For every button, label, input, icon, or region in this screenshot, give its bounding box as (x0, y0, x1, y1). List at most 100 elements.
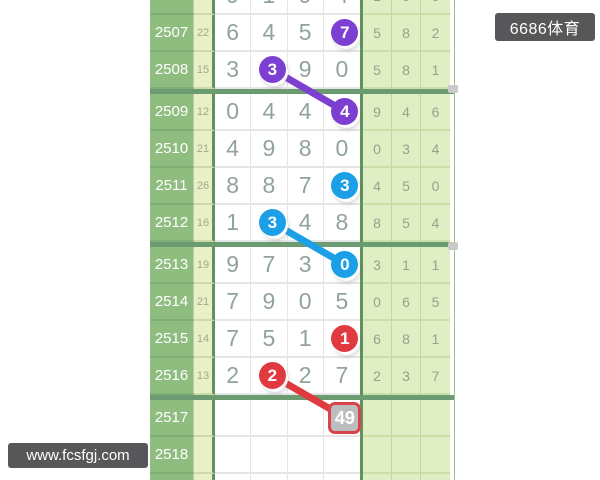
digit-cell: 0 (215, 94, 252, 131)
digit-cell: 9 (215, 247, 252, 284)
digit-cell: 4 (251, 15, 288, 52)
tail-cell (421, 400, 450, 437)
period-cell (150, 474, 194, 480)
count-cell: 22 (194, 15, 215, 52)
digit-cell: 0 (323, 52, 360, 89)
blue-mark-circle: 3 (258, 209, 286, 236)
watermark-badge: www.fcsfgj.com (8, 443, 148, 468)
scrollbar-fragment[interactable] (448, 85, 458, 93)
digit-cell (287, 474, 324, 480)
digit-cell: 4 (215, 131, 252, 168)
tail-cell: 8 (392, 52, 421, 89)
table-row: 2511 26 8 8 7 4 5 0 (150, 168, 454, 205)
digit-cell: 6 (215, 15, 252, 52)
tail-cell (421, 474, 450, 480)
tail-cell: 1 (392, 247, 421, 284)
period-cell: 2517 (150, 400, 194, 437)
digit-cell: 3 (215, 52, 252, 89)
tail-cell: 6 (363, 321, 392, 358)
scrollbar-fragment[interactable] (448, 242, 458, 250)
digit-cell: 4 (323, 0, 360, 15)
digit-cell: 8 (287, 131, 324, 168)
highlight-box: 49 (328, 401, 362, 434)
period-cell: 2510 (150, 131, 194, 168)
period-cell: 2514 (150, 284, 194, 321)
count-cell: 15 (194, 52, 215, 89)
tail-cell (363, 400, 392, 437)
digit-cell: 7 (323, 358, 360, 395)
digit-cell: 7 (287, 168, 324, 205)
count-cell: 13 (194, 358, 215, 395)
table-row: 2510 21 4 9 8 0 0 3 4 (150, 131, 454, 168)
tail-digits (363, 437, 450, 474)
table-row: 2506269194183 (150, 0, 454, 15)
digit-cell: 8 (215, 168, 252, 205)
digit-cell (287, 400, 324, 437)
digit-cell: 1 (251, 0, 288, 15)
digit-cell: 9 (287, 52, 324, 89)
digit-cell: 1 (215, 205, 252, 242)
main-digits (215, 437, 363, 474)
table-row: 2514 21 7 9 0 5 0 6 5 (150, 284, 454, 321)
tail-cell: 4 (421, 205, 450, 242)
period-cell: 2511 (150, 168, 194, 205)
tail-cell: 5 (392, 168, 421, 205)
trend-table: 2506269194183250722645582250815390581250… (150, 0, 455, 480)
digit-cell: 9 (251, 284, 288, 321)
tail-cell: 6 (392, 284, 421, 321)
purple-mark-circle: 3 (258, 56, 286, 83)
table-row: 2508 15 3 9 0 5 8 1 (150, 52, 454, 89)
tail-cell: 4 (363, 168, 392, 205)
tail-cell: 7 (421, 358, 450, 395)
table-row (150, 474, 454, 480)
period-cell: 2513 (150, 247, 194, 284)
digit-cell: 2 (215, 358, 252, 395)
digit-cell: 7 (215, 321, 252, 358)
digit-cell: 5 (323, 284, 360, 321)
tail-cell: 5 (363, 15, 392, 52)
tail-cell (392, 400, 421, 437)
tail-cell (363, 437, 392, 474)
period-cell: 2508 (150, 52, 194, 89)
tail-cell: 1 (363, 0, 392, 15)
purple-mark-circle: 7 (331, 19, 359, 46)
blue-mark-circle: 3 (331, 172, 359, 199)
tail-cell: 0 (421, 168, 450, 205)
digit-cell: 0 (323, 131, 360, 168)
period-cell: 2509 (150, 94, 194, 131)
tail-cell: 5 (363, 52, 392, 89)
digit-cell: 9 (251, 131, 288, 168)
tail-cell (392, 437, 421, 474)
digit-cell (215, 437, 252, 474)
count-cell (194, 437, 215, 474)
period-cell: 2512 (150, 205, 194, 242)
tail-cell: 3 (392, 131, 421, 168)
tail-cell: 1 (421, 52, 450, 89)
digit-cell (215, 400, 252, 437)
digit-cell: 7 (251, 247, 288, 284)
tail-cell: 5 (392, 205, 421, 242)
tail-cell: 3 (421, 0, 450, 15)
count-cell (194, 474, 215, 480)
count-cell: 14 (194, 321, 215, 358)
tail-cell: 0 (363, 284, 392, 321)
tail-digits (363, 400, 450, 437)
digit-cell: 4 (287, 205, 324, 242)
digit-cell: 4 (287, 94, 324, 131)
digit-cell (323, 437, 360, 474)
digit-cell: 9 (215, 0, 252, 15)
table-row: 2515 14 7 5 1 6 8 1 (150, 321, 454, 358)
count-cell: 19 (194, 247, 215, 284)
tail-cell: 0 (363, 131, 392, 168)
tail-cell: 8 (392, 0, 421, 15)
digit-cell: 5 (287, 15, 324, 52)
digit-cell: 3 (287, 247, 324, 284)
